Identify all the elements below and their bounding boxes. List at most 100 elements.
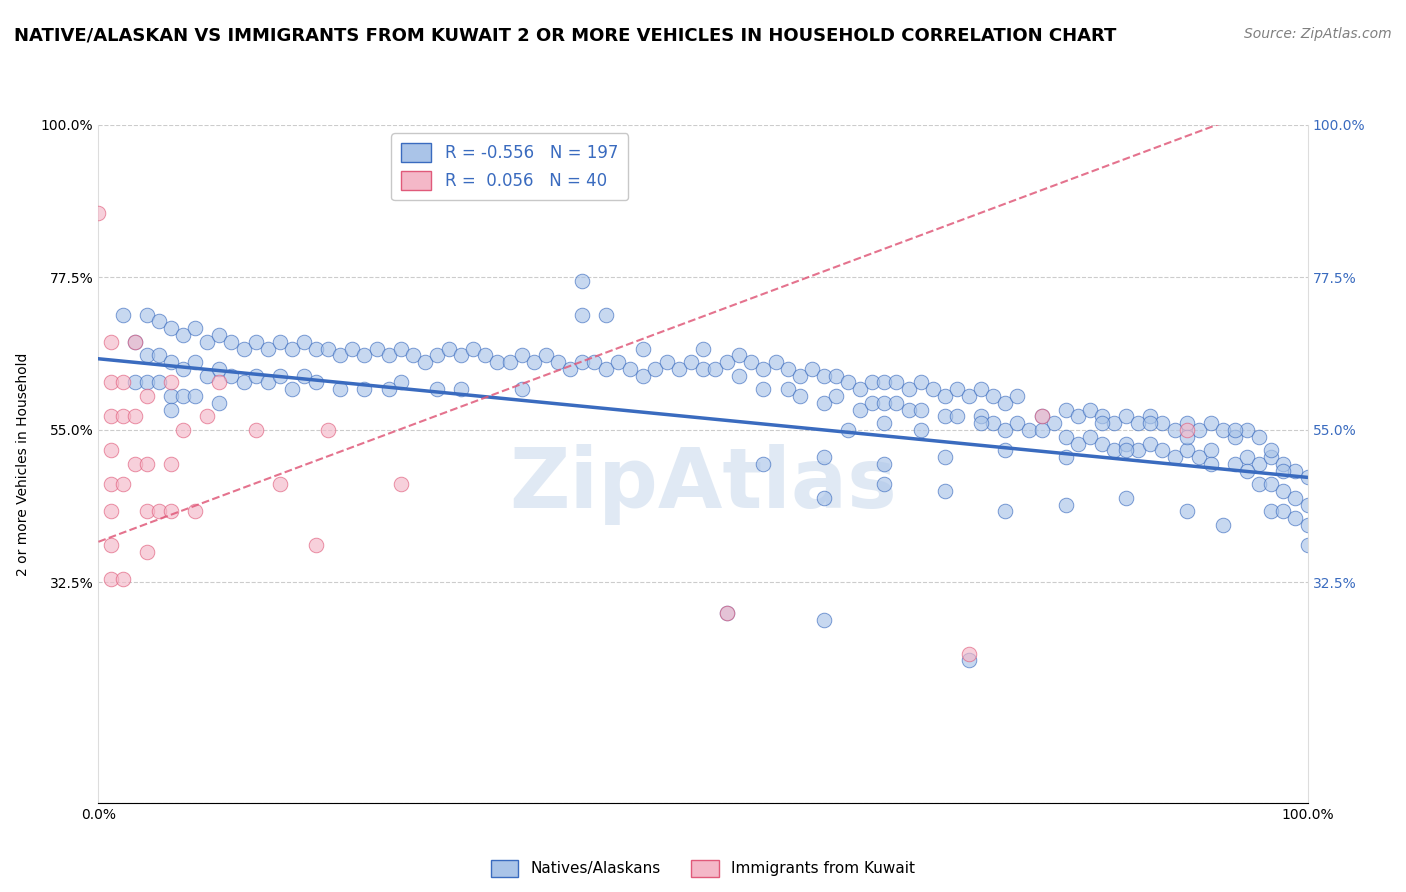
Point: [1272, 483, 1295, 498]
Point: [571, 274, 593, 288]
Point: [135, 389, 157, 403]
Point: [752, 362, 775, 376]
Point: [873, 477, 896, 491]
Point: [292, 368, 315, 383]
Point: [981, 416, 1004, 430]
Point: [245, 368, 267, 383]
Point: [886, 376, 908, 390]
Point: [232, 376, 254, 390]
Point: [184, 504, 207, 518]
Point: [728, 348, 751, 362]
Point: [184, 355, 207, 369]
Point: [1175, 416, 1198, 430]
Point: [1284, 511, 1306, 525]
Point: [100, 409, 122, 424]
Point: [523, 355, 546, 369]
Point: [860, 396, 883, 410]
Point: [837, 423, 859, 437]
Point: [583, 355, 606, 369]
Point: [316, 423, 339, 437]
Point: [981, 389, 1004, 403]
Point: [160, 457, 183, 471]
Point: [1199, 443, 1222, 458]
Point: [558, 362, 581, 376]
Point: [934, 409, 956, 424]
Point: [789, 389, 811, 403]
Point: [1007, 389, 1029, 403]
Point: [463, 342, 485, 356]
Point: [1272, 464, 1295, 478]
Point: [692, 362, 714, 376]
Text: Source: ZipAtlas.com: Source: ZipAtlas.com: [1244, 27, 1392, 41]
Point: [510, 348, 533, 362]
Point: [934, 389, 956, 403]
Point: [970, 409, 993, 424]
Point: [716, 606, 738, 620]
Point: [619, 362, 641, 376]
Point: [1260, 443, 1282, 458]
Point: [571, 355, 593, 369]
Point: [1260, 504, 1282, 518]
Point: [498, 355, 520, 369]
Point: [704, 362, 727, 376]
Point: [124, 409, 146, 424]
Point: [1199, 457, 1222, 471]
Point: [100, 443, 122, 458]
Point: [208, 396, 231, 410]
Point: [256, 342, 278, 356]
Point: [135, 376, 157, 390]
Point: [172, 423, 194, 437]
Point: [1102, 416, 1125, 430]
Point: [1128, 443, 1150, 458]
Point: [1284, 464, 1306, 478]
Point: [1054, 450, 1077, 464]
Point: [1007, 416, 1029, 430]
Point: [269, 477, 291, 491]
Point: [1115, 491, 1137, 505]
Point: [111, 477, 134, 491]
Point: [426, 348, 449, 362]
Point: [256, 376, 278, 390]
Point: [607, 355, 630, 369]
Point: [245, 423, 267, 437]
Point: [148, 314, 170, 328]
Point: [1223, 430, 1246, 444]
Point: [184, 321, 207, 335]
Point: [1236, 423, 1258, 437]
Point: [1091, 409, 1114, 424]
Point: [789, 368, 811, 383]
Point: [1175, 504, 1198, 518]
Point: [1091, 416, 1114, 430]
Point: [281, 342, 304, 356]
Point: [547, 355, 569, 369]
Point: [353, 348, 375, 362]
Point: [329, 348, 352, 362]
Point: [873, 376, 896, 390]
Point: [329, 382, 352, 396]
Point: [716, 606, 738, 620]
Point: [437, 342, 460, 356]
Point: [1139, 416, 1161, 430]
Point: [970, 416, 993, 430]
Point: [1139, 436, 1161, 450]
Point: [450, 348, 472, 362]
Point: [100, 477, 122, 491]
Point: [232, 342, 254, 356]
Point: [426, 382, 449, 396]
Point: [195, 334, 218, 349]
Point: [1091, 436, 1114, 450]
Legend: Natives/Alaskans, Immigrants from Kuwait: Natives/Alaskans, Immigrants from Kuwait: [485, 854, 921, 883]
Point: [1078, 430, 1101, 444]
Point: [716, 355, 738, 369]
Point: [655, 355, 678, 369]
Point: [1139, 409, 1161, 424]
Point: [813, 396, 835, 410]
Point: [994, 396, 1017, 410]
Point: [849, 382, 872, 396]
Point: [87, 206, 110, 220]
Point: [245, 334, 267, 349]
Point: [292, 334, 315, 349]
Point: [1236, 450, 1258, 464]
Point: [1115, 436, 1137, 450]
Point: [221, 368, 243, 383]
